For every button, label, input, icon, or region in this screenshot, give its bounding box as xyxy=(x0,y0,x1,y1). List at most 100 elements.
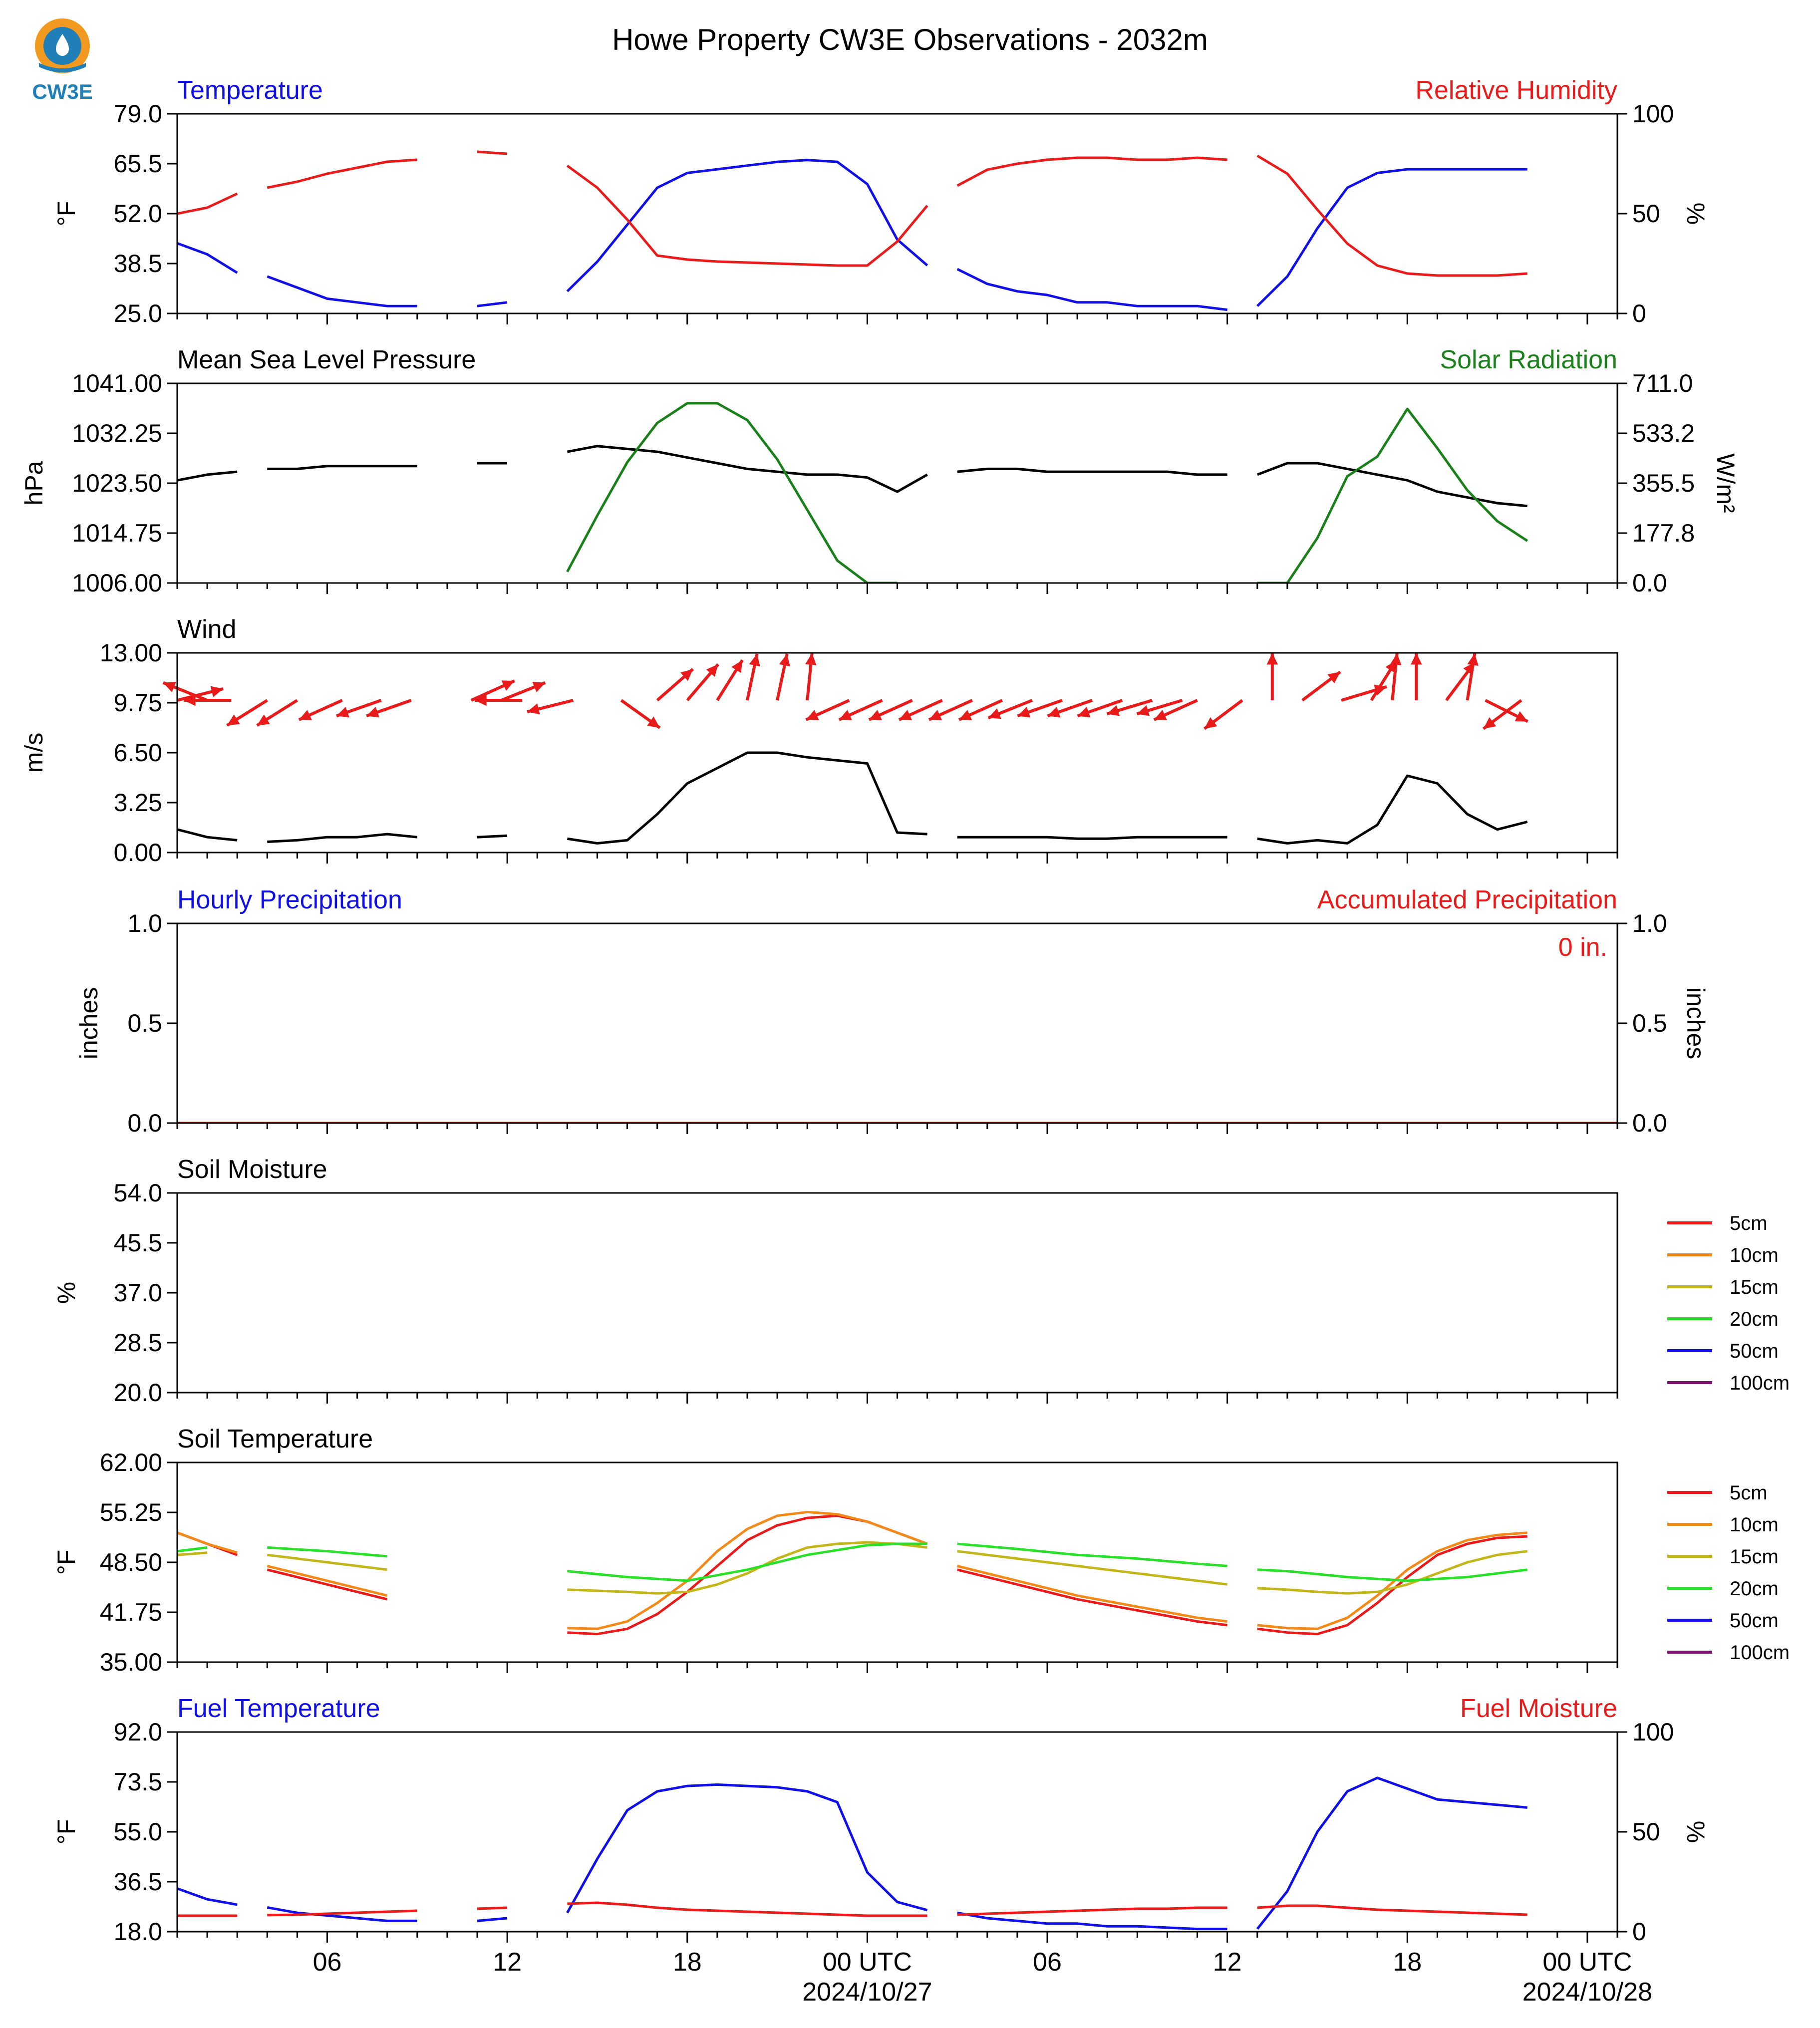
legend-label: 10cm xyxy=(1730,1514,1779,1536)
y-tick-label: 0.5 xyxy=(127,1009,162,1037)
panel-precip: Hourly Precipitation Accumulated Precipit… xyxy=(75,885,1710,1137)
cw3e-logo: CW3E xyxy=(25,15,105,105)
y-tick-label: 25.0 xyxy=(114,299,162,327)
y2-tick-label: 0 xyxy=(1632,1918,1646,1946)
legend-label: 50cm xyxy=(1730,1610,1779,1632)
wind-arrow-head xyxy=(210,686,224,697)
x-tick-label: 00 UTC xyxy=(1542,1948,1632,1977)
y2-tick-label: 0.0 xyxy=(1632,569,1667,597)
y-tick-label: 62.00 xyxy=(100,1449,162,1476)
wind-arrow-head xyxy=(527,703,540,715)
y2-tick-label: 355.5 xyxy=(1632,469,1695,497)
y-tick-label: 28.5 xyxy=(114,1329,162,1357)
legend-label: 50cm xyxy=(1730,1340,1779,1362)
panel-frame xyxy=(176,1731,1618,1933)
panel-data xyxy=(177,403,1617,583)
legend-label: 100cm xyxy=(1730,1372,1790,1394)
wind-arrow-head xyxy=(680,669,693,681)
y-tick-label: 6.50 xyxy=(114,739,162,767)
wind-arrow-head xyxy=(706,664,718,677)
y2-tick-label: 0 xyxy=(1632,299,1646,327)
y-axis-label: % xyxy=(52,1282,80,1304)
left-title: Soil Moisture xyxy=(177,1155,327,1184)
y2-tick-label: 100 xyxy=(1632,1718,1674,1746)
panel-data xyxy=(177,753,1617,844)
left-title: Mean Sea Level Pressure xyxy=(177,345,476,374)
y2-tick-label: 0.0 xyxy=(1632,1109,1667,1137)
y-tick-label: 20.0 xyxy=(114,1379,162,1407)
wind-arrow-head xyxy=(501,680,515,691)
y2-tick-label: 711.0 xyxy=(1632,369,1693,397)
panel-wind: Wind 0.00 3.25 6.50 9.75 13.00 m/s xyxy=(20,615,1618,867)
y-axis-label: °F xyxy=(52,1550,80,1575)
y2-tick-label: 1.0 xyxy=(1632,909,1667,937)
wind-arrow-head xyxy=(184,694,196,706)
x-tick-label: 18 xyxy=(1393,1948,1422,1977)
wind-arrow-head xyxy=(839,710,852,720)
y-tick-label: 79.0 xyxy=(114,100,162,128)
logo-text: CW3E xyxy=(32,80,92,103)
y-tick-label: 1014.75 xyxy=(72,519,162,547)
y-tick-label: 48.50 xyxy=(100,1548,162,1576)
panel-data xyxy=(177,1504,1617,1634)
panel-fuel: Fuel Temperature Fuel Moisture 18.0 36.5 55.… xyxy=(52,1694,1710,1946)
wind-arrow-head xyxy=(1017,706,1031,718)
wind-arrow-head xyxy=(1515,711,1528,722)
legend-label: 100cm xyxy=(1730,1642,1790,1664)
series-10cm xyxy=(177,1512,1617,1629)
wind-arrow-head xyxy=(899,710,912,720)
right-title: Fuel Moisture xyxy=(1460,1694,1617,1723)
y-tick-label: 1.0 xyxy=(127,909,162,937)
wind-arrow-head xyxy=(806,710,819,720)
y2-tick-label: 0.5 xyxy=(1632,1009,1667,1037)
y2-axis-label: W/m² xyxy=(1712,453,1740,513)
y-tick-label: 1032.25 xyxy=(72,419,162,447)
y-tick-label: 0.00 xyxy=(114,839,162,867)
wind-arrow-head xyxy=(1137,705,1150,716)
y-tick-label: 73.5 xyxy=(114,1768,162,1796)
y-axis-label: hPa xyxy=(20,461,48,505)
y2-tick-label: 100 xyxy=(1632,100,1674,128)
x-tick-label: 06 xyxy=(1033,1948,1062,1977)
y-tick-label: 1041.00 xyxy=(72,369,162,397)
y-axis-label: m/s xyxy=(20,733,48,773)
panel-frame xyxy=(176,922,1618,1124)
legend-label: 20cm xyxy=(1730,1578,1779,1600)
legend-label: 5cm xyxy=(1730,1212,1768,1234)
right-title: Accumulated Precipitation xyxy=(1317,885,1617,914)
series-solar-radiation xyxy=(567,403,1617,583)
x-tick-label: 12 xyxy=(493,1948,522,1977)
y-tick-label: 52.0 xyxy=(114,200,162,228)
wind-arrow-head xyxy=(959,710,972,720)
right-title: Relative Humidity xyxy=(1415,76,1617,105)
legend-label: 10cm xyxy=(1730,1244,1779,1266)
x-tick-label: 12 xyxy=(1213,1948,1242,1977)
left-title: Soil Temperature xyxy=(177,1425,373,1453)
series-15cm xyxy=(177,1542,1617,1593)
x-date-label: 2024/10/27 xyxy=(802,1978,932,2007)
panel-soil_temp: Soil Temperature 35.00 41.75 48.50 55.25 62.0… xyxy=(52,1425,1790,1676)
series-fuel-temperature xyxy=(177,1778,1617,1929)
panel-frame xyxy=(176,1192,1618,1394)
legend-label: 5cm xyxy=(1730,1482,1768,1504)
y-tick-label: 1006.00 xyxy=(72,569,162,597)
right-title: Solar Radiation xyxy=(1440,345,1617,374)
y2-tick-label: 177.8 xyxy=(1632,519,1695,547)
series-wind xyxy=(177,753,1617,844)
panel-frame xyxy=(176,652,1618,854)
y2-axis-label: inches xyxy=(1682,987,1710,1060)
left-title: Temperature xyxy=(177,76,323,105)
left-title: Fuel Temperature xyxy=(177,1694,380,1723)
y-tick-label: 54.0 xyxy=(114,1179,162,1207)
wind-arrow-head xyxy=(299,710,312,720)
panel-frame xyxy=(176,382,1618,584)
wind-arrow-head xyxy=(532,681,546,692)
wind-arrow-head xyxy=(1154,710,1167,720)
panel-data xyxy=(177,152,1617,310)
y-tick-label: 41.75 xyxy=(100,1598,162,1626)
wind-arrow-head xyxy=(475,694,487,706)
y-tick-label: 9.75 xyxy=(114,689,162,717)
wind-arrow-head xyxy=(257,714,270,726)
wind-arrow-head xyxy=(1204,717,1217,729)
y-tick-label: 1023.50 xyxy=(72,469,162,497)
